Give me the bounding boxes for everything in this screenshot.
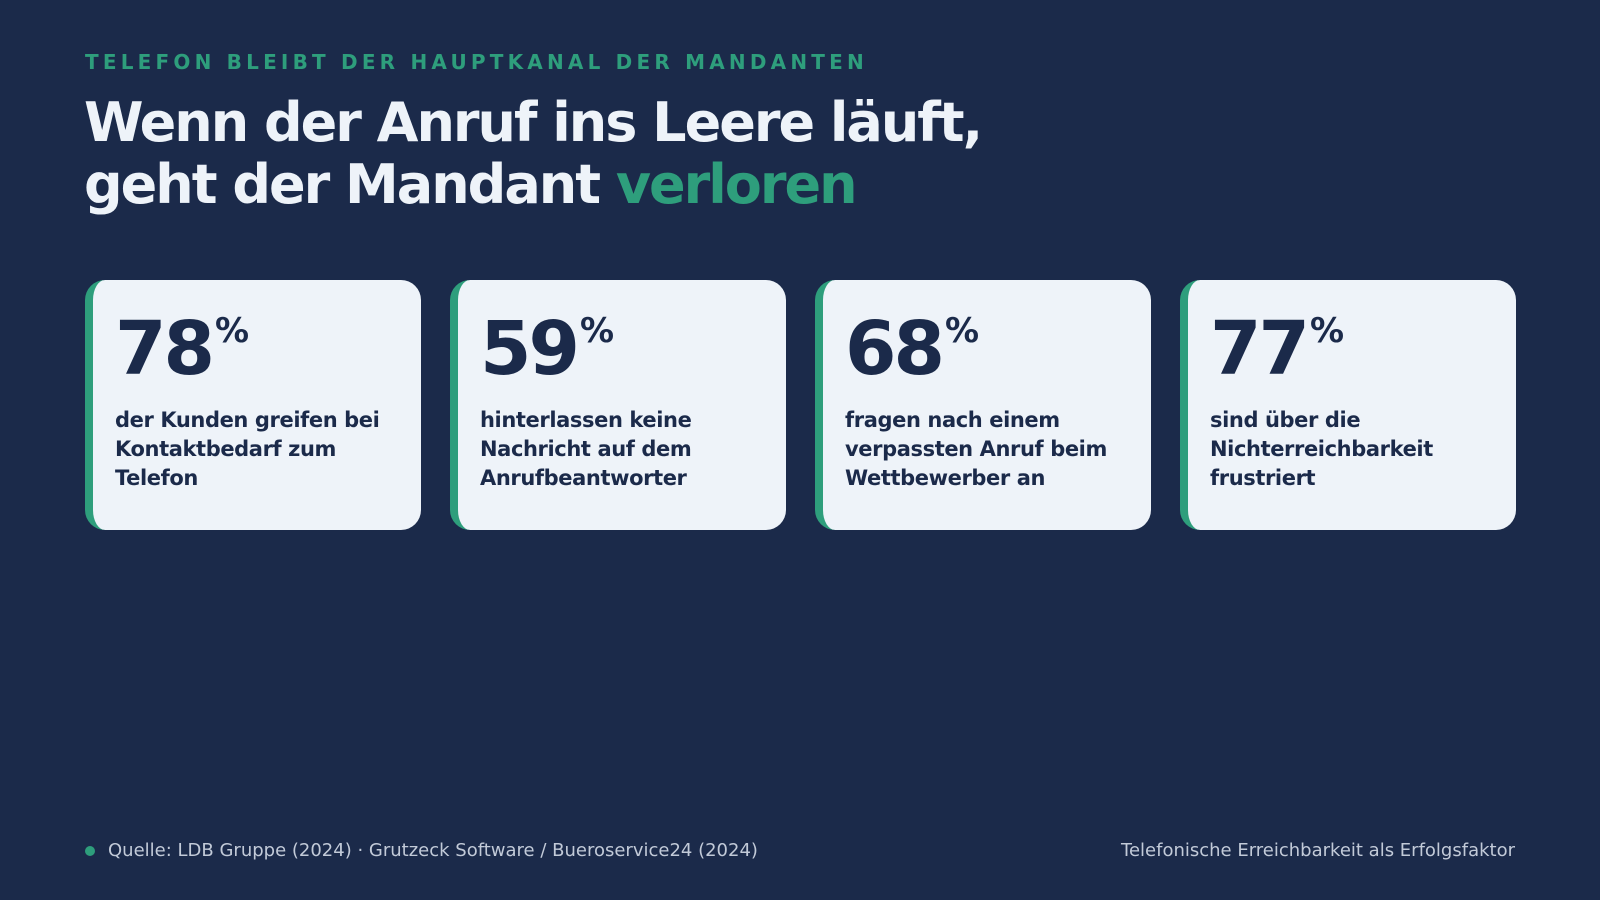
- stat-figure: 78 %: [115, 312, 401, 394]
- stat-value: 68: [845, 306, 945, 392]
- source-text: Quelle: LDB Gruppe (2024) · Grutzeck Sof…: [108, 840, 758, 861]
- stat-unit: %: [579, 311, 615, 351]
- eyebrow-label: TELEFON BLEIBT DER HAUPTKANAL DER MANDAN…: [85, 50, 868, 74]
- headline-line-2-prefix: geht der Mandant: [84, 153, 616, 216]
- headline-line-1: Wenn der Anruf ins Leere läuft,: [84, 91, 983, 154]
- stat-card: 59 % hinterlassen keine Nachricht auf de…: [450, 280, 786, 530]
- stat-unit: %: [1309, 311, 1345, 351]
- stat-description: fragen nach einem verpassten Anruf beim …: [845, 408, 1107, 490]
- stat-description: der Kunden greifen bei Kontaktbedarf zum…: [115, 408, 380, 490]
- stat-description: hinterlassen keine Nachricht auf dem Anr…: [480, 408, 692, 490]
- stat-description: sind über die Nichterreichbarkeit frustr…: [1210, 408, 1433, 490]
- stat-value: 78: [115, 306, 215, 392]
- stat-value: 59: [480, 306, 580, 392]
- stat-figure: 77 %: [1210, 312, 1496, 394]
- stat-value: 77: [1210, 306, 1310, 392]
- bullet-dot-icon: [85, 845, 95, 856]
- stat-card: 78 % der Kunden greifen bei Kontaktbedar…: [85, 280, 421, 530]
- stat-card: 68 % fragen nach einem verpassten Anruf …: [815, 280, 1151, 530]
- source-note: Quelle: LDB Gruppe (2024) · Grutzeck Sof…: [85, 840, 758, 861]
- stat-unit: %: [944, 311, 980, 351]
- stat-cards: 78 % der Kunden greifen bei Kontaktbedar…: [85, 280, 1516, 530]
- stat-unit: %: [214, 311, 250, 351]
- stat-figure: 59 %: [480, 312, 766, 394]
- stat-figure: 68 %: [845, 312, 1131, 394]
- footer-tagline: Telefonische Erreichbarkeit als Erfolgsf…: [1121, 840, 1515, 861]
- headline-accent-word: verloren: [615, 153, 858, 216]
- page-title: Wenn der Anruf ins Leere läuft, geht der…: [84, 91, 983, 216]
- stat-card: 77 % sind über die Nichterreichbarkeit f…: [1180, 280, 1516, 530]
